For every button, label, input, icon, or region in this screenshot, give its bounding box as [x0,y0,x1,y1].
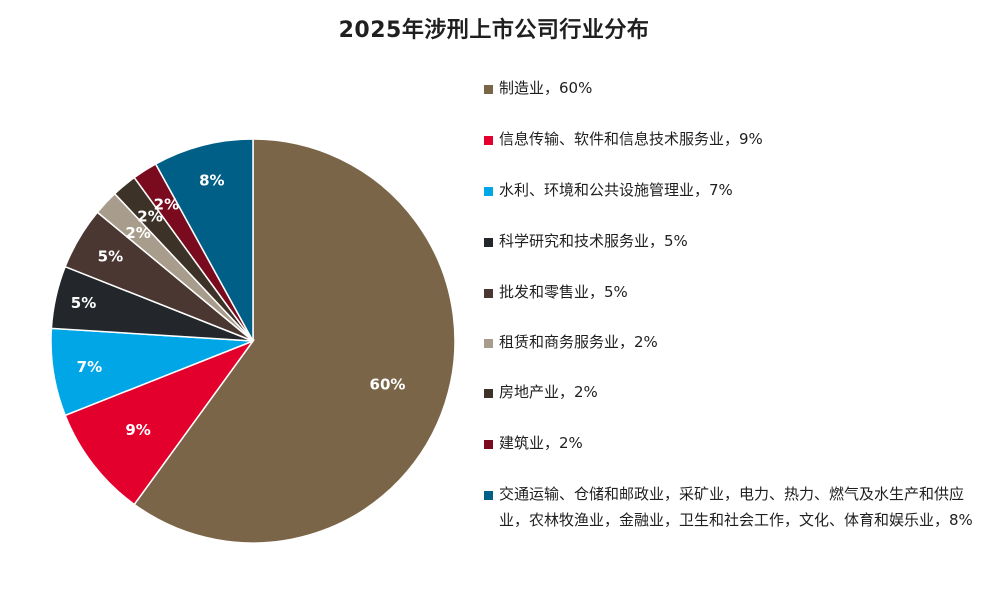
legend-swatch [484,136,493,145]
legend-label: 批发和零售业，5% [499,283,628,301]
legend-swatch [484,187,493,196]
pie-slice-label-3: 7% [77,358,102,376]
legend-item: 水利、环境和公共设施管理业，7% [484,180,984,203]
pie-slice-label-1: 60% [370,376,406,394]
pie-slice-label-8: 2% [154,196,179,214]
pie-slice-2 [64,339,256,506]
legend-label: 租赁和商务服务业，2% [499,333,658,351]
legend-label: 制造业，60% [499,79,593,97]
pie-slice-label-5: 5% [98,248,123,266]
legend-swatch [484,289,493,298]
pie-slice-label-7: 2% [137,208,162,226]
pie-slice-label-2: 9% [125,421,150,439]
pie-slice-1 [133,138,456,544]
legend-swatch [484,389,493,398]
legend-label: 房地产业，2% [499,383,598,401]
legend-swatch [484,85,493,94]
legend-item: 交通运输、仓储和邮政业，采矿业，电力、热力、燃气及水生产和供应业，农林牧渔业，金… [484,484,984,533]
legend-swatch [484,238,493,247]
chart-title: 2025年涉刑上市公司行业分布 [338,18,650,43]
pie-slice-label-6: 2% [125,224,150,242]
legend-label: 信息传输、软件和信息技术服务业，9% [499,130,763,148]
pie-slices [50,138,456,544]
legend-item: 制造业，60% [484,78,984,101]
legend-label: 科学研究和技术服务业，5% [499,232,688,250]
legend-swatch [484,491,493,500]
legend-label: 建筑业，2% [499,434,583,452]
pie-slice-label-9: 8% [199,172,224,190]
legend-item: 科学研究和技术服务业，5% [484,231,984,254]
legend-item: 信息传输、软件和信息技术服务业，9% [484,129,984,152]
pie-slice-labels: 60%9%7%5%5%2%2%2%8% [71,172,406,440]
legend-item: 批发和零售业，5% [484,282,984,305]
legend-swatch [484,440,493,449]
pie-slice-label-4: 5% [71,294,96,312]
legend-swatch [484,339,493,348]
pie-slice-9 [154,138,254,342]
legend-label: 交通运输、仓储和邮政业，采矿业，电力、热力、燃气及水生产和供应业，农林牧渔业，金… [499,485,973,529]
legend-item: 建筑业，2% [484,433,984,456]
legend-item: 房地产业，2% [484,382,984,405]
legend-label: 水利、环境和公共设施管理业，7% [499,181,733,199]
legend-item: 租赁和商务服务业，2% [484,332,984,355]
